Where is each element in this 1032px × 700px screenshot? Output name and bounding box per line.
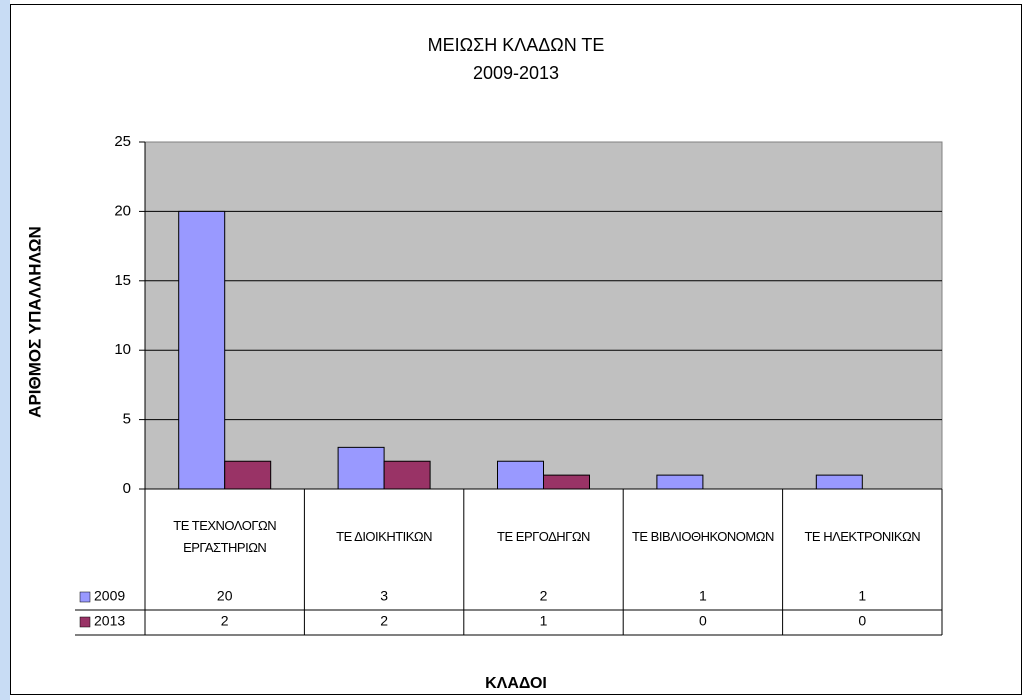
y-tick-label: 20 (114, 202, 131, 219)
bar (656, 474, 704, 490)
chart-title: ΜΕΙΩΣΗ ΚΛΑΔΩΝ ΤΕ (428, 35, 605, 55)
table-value: 1 (540, 613, 548, 629)
bar (383, 460, 431, 490)
chart-subtitle: 2009-2013 (473, 63, 559, 83)
y-tick-label: 25 (114, 133, 131, 150)
x-tick-label: ΤΕ ΕΡΓΟΔΗΓΩΝ (497, 529, 590, 544)
bar (815, 474, 863, 490)
table-value: 20 (217, 588, 233, 604)
side-strip (0, 0, 10, 700)
table-value: 1 (699, 588, 707, 604)
table-value: 3 (380, 588, 388, 604)
x-tick-label: ΤΕ ΔΙΟΙΚΗΤΙΚΩΝ (336, 529, 433, 544)
bar (497, 460, 544, 490)
legend-label: 2013 (94, 613, 125, 629)
bar (178, 210, 226, 490)
x-tick-label: ΤΕ ΤΕΧΝΟΛΟΓΩΝ ΕΡΓΑΣΤΗΡΙΩΝ (173, 518, 277, 555)
table-value: 0 (699, 613, 707, 629)
table-value: 2 (380, 613, 388, 629)
plot-area (144, 141, 943, 490)
table-value: 0 (858, 613, 866, 629)
y-tick-label: 15 (114, 272, 131, 289)
bar (543, 474, 590, 490)
y-tick-label: 10 (114, 341, 131, 358)
legend-label: 2009 (94, 588, 125, 604)
bar (337, 446, 385, 490)
x-tick-label: ΤΕ ΗΛΕΚΤΡΟΝΙΚΩΝ (804, 529, 921, 544)
y-axis-label: ΑΡΙΘΜΟΣ ΥΠΑΛΛΗΛΩΝ (25, 226, 44, 418)
legend-swatch (79, 591, 91, 603)
x-tick-label: ΤΕ ΒΙΒΛΙΟΘΗΚΟΝΟΜΩΝ (631, 529, 774, 544)
y-tick-label: 5 (123, 411, 131, 428)
table-value: 1 (858, 588, 866, 604)
x-axis-label: ΚΛΑΔΟΙ (485, 675, 547, 692)
legend-swatch (79, 616, 91, 628)
y-tick-label: 0 (123, 480, 131, 497)
bar (224, 460, 272, 490)
table-value: 2 (221, 613, 229, 629)
table-value: 2 (540, 588, 548, 604)
